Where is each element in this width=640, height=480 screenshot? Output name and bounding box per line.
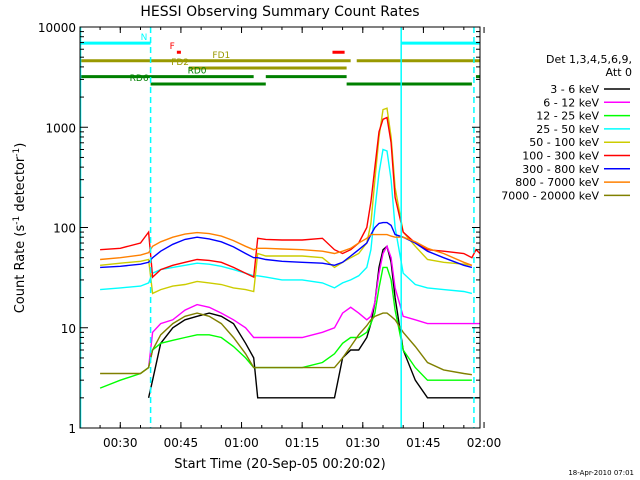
series-line-6 — [100, 221, 473, 269]
series-line-0 — [147, 245, 480, 399]
series-line-8 — [100, 312, 473, 376]
series-line-1 — [147, 244, 480, 368]
series-line-3 — [100, 148, 473, 295]
legend-label-8: 7000 - 20000 keV — [501, 189, 599, 202]
series-line-2 — [99, 266, 472, 389]
series-line-7 — [100, 231, 473, 266]
x-tick-label-6: 02:00 — [467, 436, 502, 450]
y-axis-label-end: ) — [13, 143, 28, 148]
series-line-5 — [100, 116, 481, 279]
legend-label-6: 300 - 800 keV — [522, 163, 599, 176]
x-axis-label: Start Time (20-Sep-05 00:20:02) — [174, 457, 385, 472]
legend-header-line2: Att 0 — [606, 66, 632, 79]
legend-label-2: 12 - 25 keV — [536, 110, 599, 123]
footer-date: 18-Apr-2010 07:01 — [568, 469, 634, 477]
x-tick-label-3: 01:15 — [285, 436, 320, 450]
flag-label-f: F — [170, 42, 175, 52]
flag-label-fd1: FD1 — [212, 51, 230, 61]
y-tick-label-4: 10000 — [38, 21, 76, 35]
x-axis-ticks: 00:30 00:45 01:00 01:15 01:30 01:45 02:00 — [99, 27, 502, 450]
x-tick-label-5: 01:45 — [406, 436, 441, 450]
y-tick-label-1: 10 — [61, 322, 76, 336]
chart-title: HESSI Observing Summary Count Rates — [140, 4, 419, 20]
series-line-4 — [100, 107, 472, 295]
x-tick-label-0: 00:30 — [103, 436, 138, 450]
x-tick-label-2: 01:00 — [224, 436, 259, 450]
x-tick-label-1: 00:45 — [164, 436, 199, 450]
legend-header-line1: Det 1,3,4,5,6,9, — [546, 53, 632, 66]
y-axis-ticks: 1 10 100 1000 10000 — [38, 21, 480, 436]
flag-label-rd0: RD0 — [188, 67, 207, 77]
y-axis-label-main: Count Rate (s — [13, 225, 28, 314]
y-axis-label: Count Rate (s-1 detector-1) — [12, 143, 28, 314]
legend-label-1: 6 - 12 keV — [543, 96, 599, 109]
y-axis-label-sup2: -1 — [12, 148, 22, 157]
y-axis-label-sup1: -1 — [12, 216, 22, 225]
y-tick-label-2: 100 — [53, 222, 76, 236]
flag-label-fd2: FD2 — [171, 58, 189, 68]
flag-label-n: N — [141, 33, 148, 43]
plot-area — [99, 107, 481, 399]
y-tick-label-0: 1 — [68, 422, 76, 436]
legend-label-7: 800 - 7000 keV — [515, 176, 599, 189]
legend-label-4: 50 - 100 keV — [529, 136, 599, 149]
flag-label-rd6: RD6 — [130, 74, 149, 84]
y-axis-label-mid: detector — [13, 156, 28, 216]
legend-label-5: 100 - 300 keV — [522, 150, 599, 163]
legend-label-0: 3 - 6 keV — [550, 83, 599, 96]
x-tick-label-4: 01:30 — [345, 436, 380, 450]
y-tick-label-3: 1000 — [45, 121, 76, 135]
legend-label-3: 25 - 50 keV — [536, 123, 599, 136]
